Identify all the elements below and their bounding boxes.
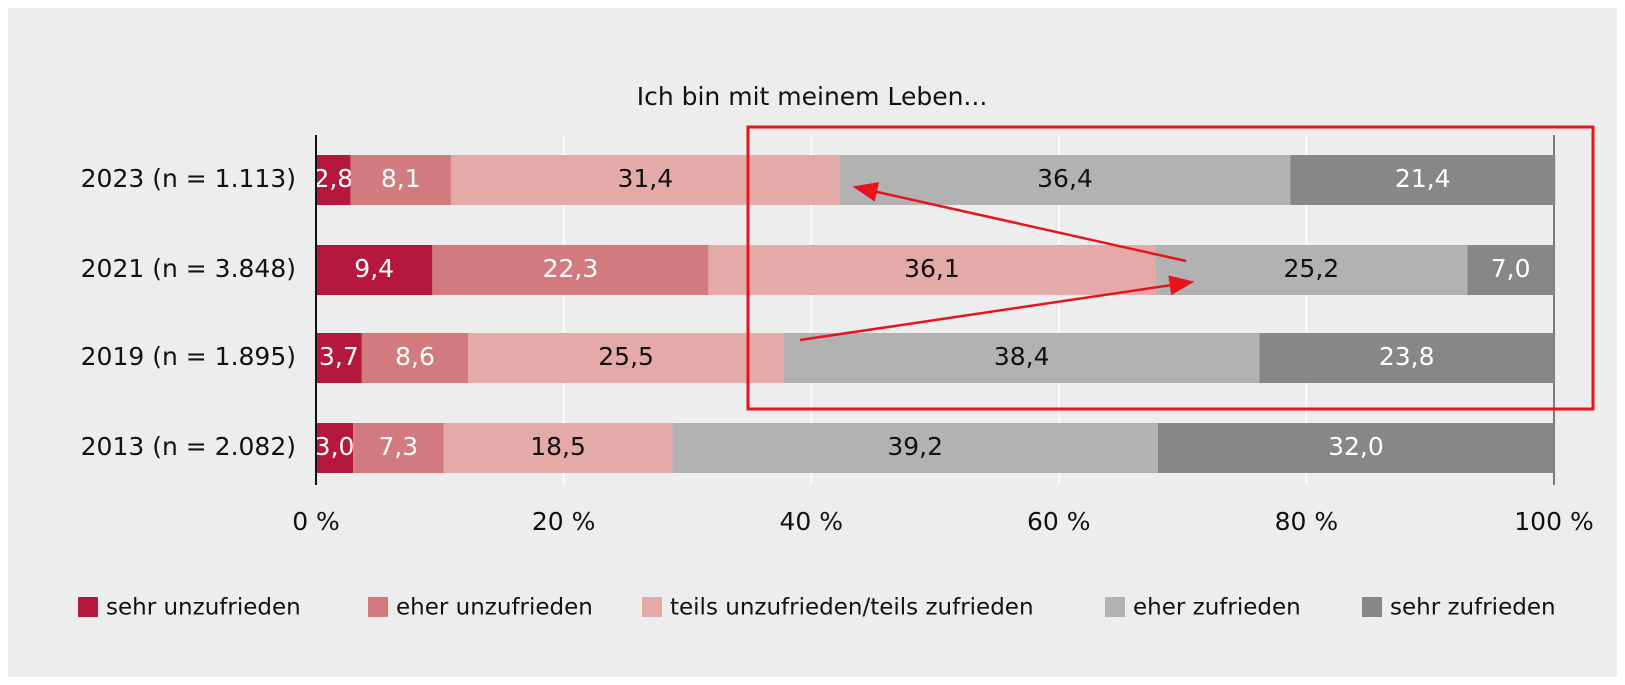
data-label: 7,0	[1491, 254, 1531, 283]
chart-title: Ich bin mit meinem Leben...	[637, 82, 988, 111]
data-label: 21,4	[1395, 164, 1451, 193]
data-label: 9,4	[354, 254, 394, 283]
data-label: 22,3	[543, 254, 599, 283]
bar-segment	[708, 245, 1156, 295]
x-tick-label: 60 %	[1027, 507, 1091, 536]
data-label: 31,4	[617, 164, 673, 193]
legend-swatch	[1362, 597, 1382, 617]
data-label: 36,1	[904, 254, 960, 283]
data-label: 23,8	[1379, 342, 1435, 371]
data-label: 3,7	[319, 342, 359, 371]
bar-segment	[1467, 245, 1554, 295]
y-tick-label: 2023 (n = 1.113)	[81, 164, 296, 193]
bar-segment	[350, 155, 451, 205]
data-label: 2,8	[313, 164, 353, 193]
arrow	[799, 275, 1195, 342]
data-label: 39,2	[887, 432, 943, 461]
data-label: 7,3	[378, 432, 418, 461]
bar-segment	[316, 245, 433, 295]
legend-swatch	[1105, 597, 1125, 617]
data-label: 18,5	[530, 432, 586, 461]
data-label: 25,2	[1284, 254, 1340, 283]
arrow	[852, 182, 1187, 263]
y-tick-label: 2019 (n = 1.895)	[81, 342, 296, 371]
bar-segment	[432, 245, 709, 295]
legend-label: eher unzufrieden	[396, 595, 593, 621]
bar-segment	[316, 423, 354, 473]
x-tick-label: 80 %	[1275, 507, 1339, 536]
bar-segment	[672, 423, 1158, 473]
bar-segment	[839, 155, 1291, 205]
data-label: 32,0	[1328, 432, 1384, 461]
legend-label: eher zufrieden	[1133, 595, 1301, 621]
x-tick-label: 100 %	[1514, 507, 1593, 536]
data-label: 38,4	[994, 342, 1050, 371]
bar-segment	[353, 423, 444, 473]
bar-segment	[361, 333, 469, 383]
data-label: 36,4	[1037, 164, 1093, 193]
highlight-box	[746, 125, 1595, 411]
bar-segment	[443, 423, 673, 473]
data-label: 8,6	[395, 342, 435, 371]
bar-segment	[783, 333, 1260, 383]
legend-label: sehr zufrieden	[1390, 595, 1556, 621]
bar-segment	[1155, 245, 1468, 295]
bar-segment	[316, 333, 362, 383]
x-tick-label: 0 %	[292, 507, 340, 536]
x-tick-label: 40 %	[779, 507, 843, 536]
legend-label: sehr unzufrieden	[106, 595, 301, 621]
legend-swatch	[78, 597, 98, 617]
bar-segment	[450, 155, 840, 205]
bar-segment	[316, 155, 351, 205]
bar-segment	[1259, 333, 1554, 383]
annotation	[746, 125, 1595, 411]
data-label: 25,5	[598, 342, 654, 371]
legend-swatch	[642, 597, 662, 617]
legend-swatch	[368, 597, 388, 617]
data-label: 8,1	[381, 164, 421, 193]
y-tick-label: 2021 (n = 3.848)	[81, 254, 296, 283]
bar-segment	[1157, 423, 1554, 473]
legend-label: teils unzufrieden/teils zufrieden	[670, 595, 1034, 621]
plot: 0 % 20 % 40 % 60 % 80 % 100 % 2023 (n = 1.113)…	[78, 135, 1594, 621]
x-tick-label: 20 %	[532, 507, 596, 536]
bar-segment	[468, 333, 784, 383]
data-label: 3,0	[315, 432, 355, 461]
y-tick-label: 2013 (n = 2.082)	[81, 432, 296, 461]
bar-segment	[1290, 155, 1556, 205]
